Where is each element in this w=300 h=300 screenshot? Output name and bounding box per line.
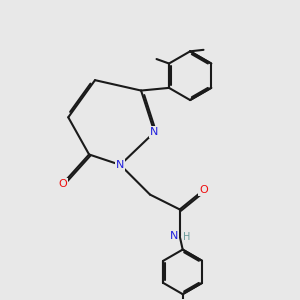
Text: O: O [58, 179, 67, 189]
Text: N: N [116, 160, 124, 170]
Text: N: N [170, 231, 178, 241]
Text: H: H [184, 232, 191, 242]
Text: N: N [150, 127, 159, 137]
Text: O: O [199, 185, 208, 195]
